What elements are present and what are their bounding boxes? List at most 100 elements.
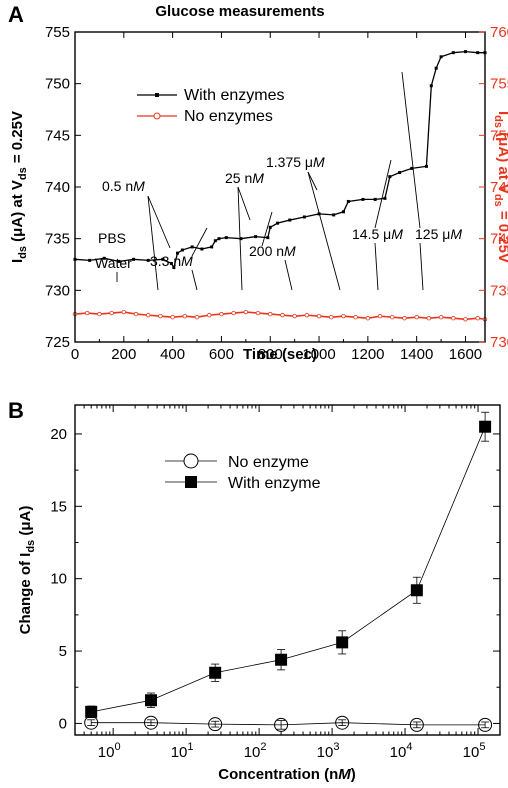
- annotation-3-3nm: 3.3 nM: [150, 253, 193, 269]
- chart-a-ylabel-pre: I: [9, 259, 26, 263]
- b-x-tick-label: 104: [390, 741, 413, 761]
- b-x-tick-exp: 3: [333, 741, 339, 753]
- data-point-with-enzymes: [388, 175, 392, 179]
- data-point-no-enzymes: [255, 310, 261, 316]
- data-point-no-enzymes: [390, 315, 395, 320]
- data-point-no-enzyme: [208, 717, 223, 732]
- data-point-with-enzymes: [172, 266, 176, 270]
- data-point-with-enzymes: [217, 237, 221, 241]
- data-point-no-enzymes: [292, 313, 297, 319]
- annotation-200nm: 200 nM: [249, 243, 296, 259]
- a-x-tick-label: 1000: [302, 346, 335, 363]
- a-y2-tick-label: 740: [490, 231, 508, 248]
- chart-a-ylabel-sub2: ds: [17, 167, 29, 180]
- data-point-with-enzymes: [146, 258, 150, 262]
- data-point-no-enzymes: [438, 315, 444, 320]
- data-point-with-enzymes: [180, 248, 184, 252]
- data-point-with-enzymes: [463, 50, 467, 54]
- panel-label-b: B: [8, 398, 24, 423]
- annotation-125um-unit: M: [450, 226, 462, 242]
- data-point-with-enzyme: [410, 584, 423, 597]
- arrow-1-375um-a: [307, 171, 318, 191]
- annotation-14-5um-value: 14.5 μ: [352, 226, 391, 242]
- annotation-0-5nm: 0.5 nM: [102, 178, 145, 194]
- chart-a-y2label-post: = 0.25V: [495, 207, 508, 263]
- data-point-with-enzymes: [254, 235, 258, 239]
- legend-marker-no-enzyme: [183, 453, 199, 469]
- b-y-tick-label: 15: [50, 498, 67, 515]
- b-x-tick-label: 100: [98, 741, 121, 761]
- chart-b-xlabel-post: ): [351, 766, 356, 783]
- data-point-with-enzyme: [275, 653, 288, 666]
- a-y-tick-label: 735: [45, 231, 70, 248]
- data-point-with-enzymes: [239, 237, 243, 241]
- b-x-tick-exp: 1: [187, 741, 193, 753]
- data-point-with-enzymes: [213, 239, 217, 243]
- annotation-14-5um-unit: M: [391, 226, 403, 242]
- legend-label-no-enzymes: No enzymes: [184, 108, 273, 125]
- a-x-tick-label: 400: [160, 346, 185, 363]
- data-point-no-enzymes: [182, 313, 188, 319]
- annotation-14-5um: 14.5 μM: [352, 226, 403, 242]
- legend-marker-with-enzyme: [185, 476, 197, 488]
- data-point-no-enzymes: [207, 312, 212, 318]
- chart-a-series: [72, 50, 488, 322]
- data-point-no-enzymes: [316, 313, 322, 319]
- data-point-no-enzymes: [329, 315, 334, 320]
- data-point-no-enzymes: [194, 315, 200, 320]
- data-point-with-enzymes: [176, 251, 179, 255]
- a-y2-tick-label: 735: [490, 282, 508, 299]
- a-y2-tick-label: 760: [490, 24, 508, 41]
- data-point-no-enzymes: [365, 316, 371, 321]
- data-point-with-enzymes: [132, 257, 136, 261]
- annotation-0-5nm-unit: M: [133, 178, 145, 194]
- chart-b-ylabel-pre: Change of I: [17, 553, 34, 635]
- chart-b-x-ticks: 100 101 102 103 104 105: [74, 405, 501, 761]
- data-point-with-enzymes: [302, 215, 306, 219]
- b-x-tick-base: 10: [98, 744, 115, 761]
- data-point-with-enzymes: [341, 210, 345, 214]
- chart-a-ylabel-sub: ds: [17, 246, 29, 259]
- a-y-tick-label: 725: [45, 334, 70, 351]
- chart-a-title: Glucose measurements: [155, 3, 324, 20]
- legend-label-no-enzyme: No enzyme: [228, 454, 309, 471]
- annotation-1-375um-value: 1.375 μ: [266, 154, 313, 170]
- a-x-tick-label: 1400: [400, 346, 433, 363]
- data-point-with-enzymes: [169, 261, 173, 265]
- data-point-with-enzymes: [224, 236, 228, 240]
- chart-b-y-axis-label: Change of Ids (μA): [17, 506, 37, 635]
- data-point-with-enzymes: [439, 55, 443, 59]
- annotation-0-5nm-value: 0.5 n: [102, 178, 133, 194]
- annotation-125um-value: 125 μ: [415, 226, 450, 242]
- data-point-with-enzymes: [288, 218, 292, 222]
- data-point-no-enzymes: [158, 313, 163, 319]
- data-point-no-enzymes: [426, 316, 432, 321]
- b-x-tick-exp: 4: [406, 741, 412, 753]
- chart-a-annotations: PBS Water 0.5 nM 3.3 nM 25 nM 200 nM 1.3…: [95, 71, 462, 291]
- annotation-3-3nm-unit: M: [181, 253, 193, 269]
- b-x-tick-exp: 5: [479, 741, 485, 753]
- data-point-no-enzyme: [478, 717, 493, 732]
- data-point-no-enzymes: [231, 310, 236, 316]
- annotation-25nm: 25 nM: [225, 170, 264, 186]
- data-point-with-enzymes: [398, 171, 402, 175]
- data-point-no-enzymes: [85, 310, 90, 316]
- data-point-no-enzymes: [377, 313, 383, 319]
- chart-b-frame: [74, 404, 501, 736]
- annotation-pbs: PBS: [98, 230, 126, 246]
- data-point-no-enzymes: [414, 315, 419, 320]
- annotation-25nm-unit: M: [252, 170, 264, 186]
- data-point-with-enzyme: [209, 666, 222, 679]
- a-y-tick-label: 730: [45, 282, 70, 299]
- b-y-tick-label: 10: [50, 571, 67, 588]
- b-x-tick-base: 10: [463, 744, 480, 761]
- data-point-with-enzymes: [210, 245, 214, 249]
- data-point-with-enzymes: [346, 199, 350, 203]
- b-x-tick-base: 10: [317, 744, 334, 761]
- data-point-with-enzymes: [102, 256, 106, 260]
- chart-a-plot: 0 200 400 600 800 1000 1200 1400 1600 7257307357…: [45, 24, 508, 363]
- data-point-no-enzymes: [121, 309, 127, 315]
- arrow-125um-b: [419, 242, 424, 291]
- data-point-with-enzymes: [373, 197, 377, 201]
- chart-b-ylabel-post: (μA): [17, 506, 34, 540]
